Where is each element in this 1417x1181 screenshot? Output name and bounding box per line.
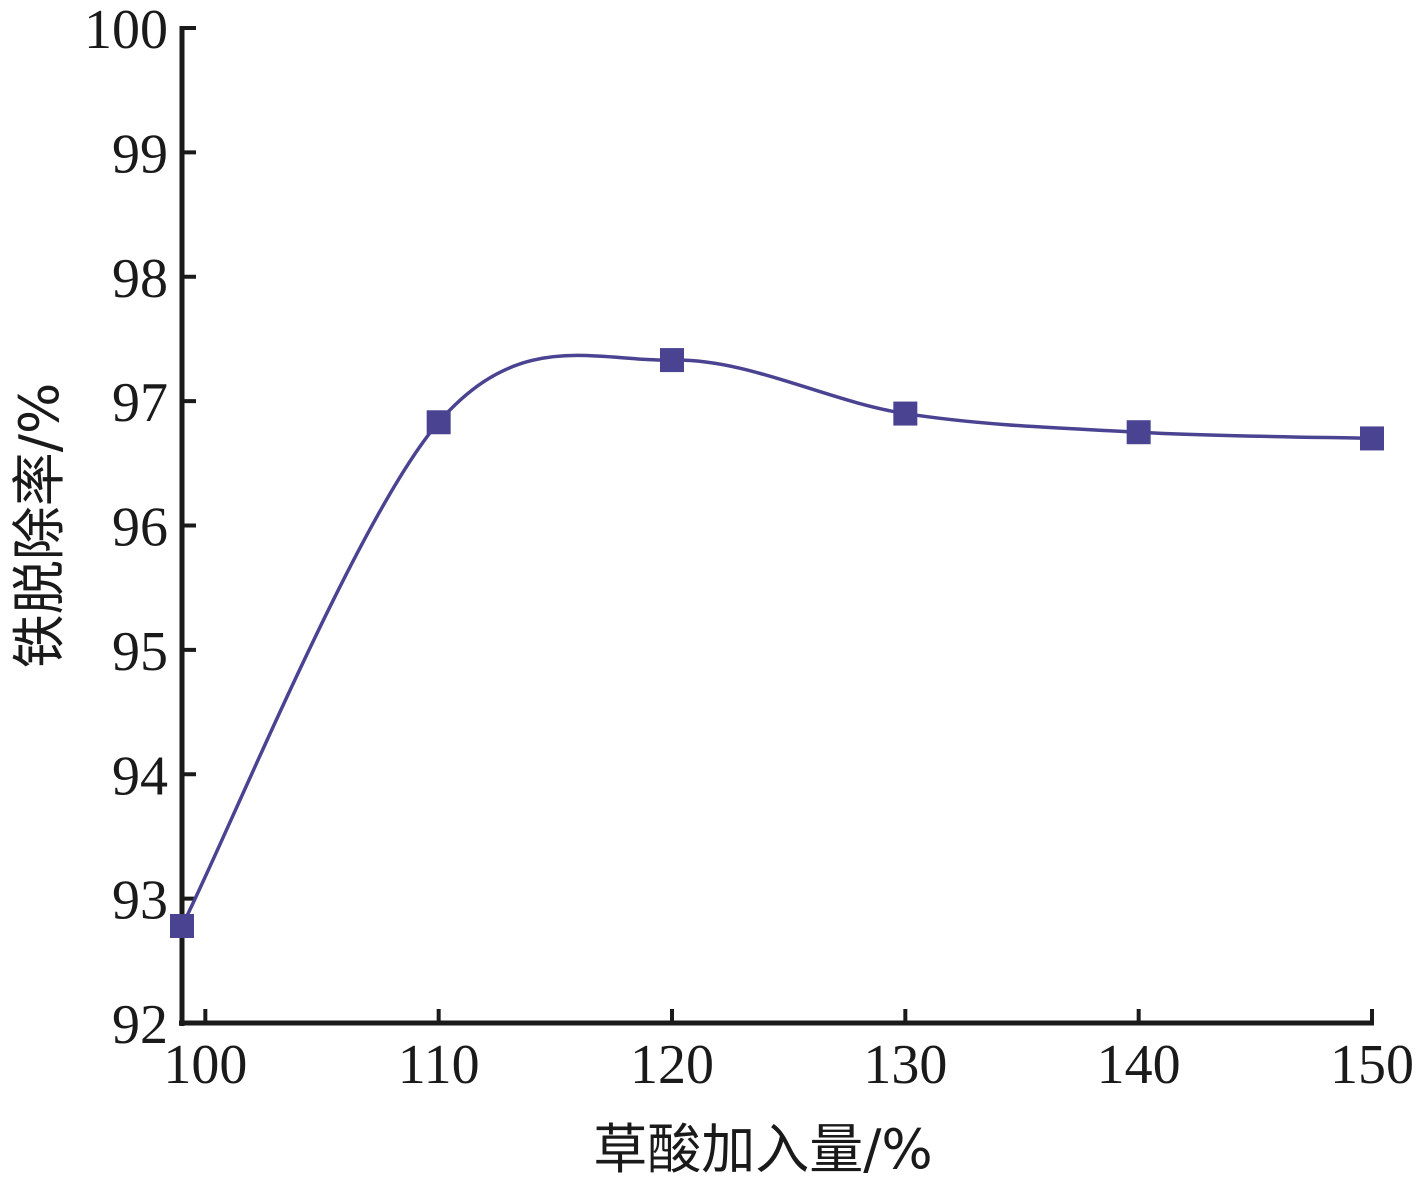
x-tick-label: 150 [1330,1034,1414,1096]
data-point-marker [170,913,194,938]
ticks: 92 93 94 95 96 97 98 99 100 100 110 120 130 140 150 [84,0,1414,1096]
y-tick-label: 94 [112,745,168,807]
y-tick-label: 97 [112,372,168,434]
axes [179,26,1374,1026]
y-tick-label: 96 [112,497,168,559]
y-tick-label: 98 [112,248,168,310]
data-point-marker [1360,426,1384,451]
series-line [180,353,1373,927]
data-point-marker [426,410,451,435]
x-axis-title: 草酸加入量/% [593,1118,933,1181]
x-tick-label: 110 [398,1034,480,1096]
data-point-marker [660,348,684,373]
y-tick-label: 93 [112,870,168,932]
y-tick-label: 92 [112,994,168,1056]
x-tick-label: 100 [163,1034,247,1096]
x-tick-label: 140 [1097,1034,1181,1096]
x-tick-label: 130 [863,1034,947,1096]
y-tick-label: 100 [84,0,168,61]
y-tick-label: 99 [112,123,168,185]
y-tick-label: 95 [112,621,168,683]
data-point-marker [1126,420,1151,445]
y-axis-title: 铁脱除率/% [8,383,71,669]
data-point-marker [893,401,918,426]
x-tick-label: 120 [630,1034,714,1096]
series-layer [170,348,1384,938]
